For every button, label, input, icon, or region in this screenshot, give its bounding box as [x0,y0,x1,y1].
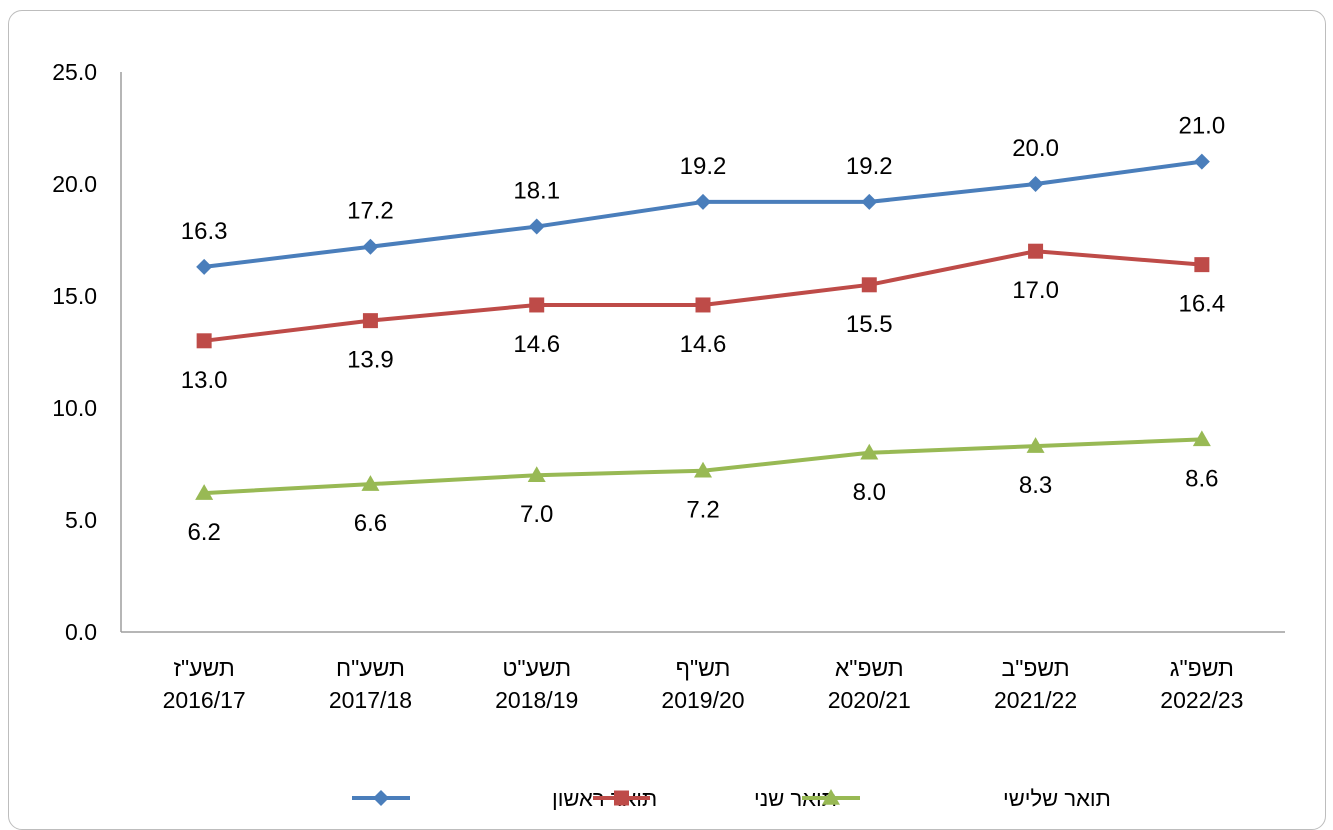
legend-marker [614,790,629,806]
data-label: 16.4 [1178,291,1225,318]
data-label: 21.0 [1178,113,1225,140]
data-point-marker [195,484,214,500]
data-point-marker [860,443,879,460]
legend-marker [822,789,840,805]
data-point-marker [1026,437,1045,453]
y-tick-label: 0.0 [65,619,97,645]
data-point-marker [861,193,878,210]
data-label: 13.0 [181,367,228,394]
x-tick-label-hebrew: תשפ"א [835,655,904,681]
legend-label: תואר שלישי [1003,786,1111,811]
x-tick-label-years: 2022/23 [1160,687,1243,713]
x-tick-label-hebrew: תשע"ז [174,655,235,681]
data-point-marker [362,238,379,255]
y-tick-label: 25.0 [52,59,97,85]
x-tick-label-years: 2019/20 [661,687,744,713]
x-tick-label-hebrew: תשע"ח [336,655,405,681]
data-point-marker [361,475,380,491]
data-label: 14.6 [680,331,727,358]
data-label: 19.2 [680,153,727,180]
y-tick-label: 5.0 [65,507,97,533]
data-label: 6.2 [187,519,220,546]
data-label: 17.0 [1012,277,1059,304]
data-label: 8.0 [853,479,886,506]
data-point-marker [528,218,545,235]
x-tick-label-years: 2021/22 [994,687,1077,713]
data-label: 19.2 [846,153,893,180]
x-tick-label-hebrew: תשע"ט [502,655,571,681]
x-tick-label-hebrew: תש"ף [676,655,731,681]
x-tick-label-years: 2018/19 [495,687,578,713]
y-tick-label: 15.0 [52,283,97,309]
data-label: 7.0 [520,501,553,528]
legend-marker [373,790,389,806]
chart-frame [8,10,1326,830]
data-label: 14.6 [513,331,560,358]
data-point-marker [1027,176,1044,192]
data-label: 7.2 [686,497,719,524]
data-label: 18.1 [513,178,560,205]
data-label: 8.6 [1185,465,1218,492]
data-point-marker [695,193,711,210]
data-point-marker [196,258,213,275]
data-point-marker [694,461,712,478]
x-tick-label-hebrew: תשפ"ג [1170,655,1234,681]
x-tick-label-years: 2016/17 [163,687,246,713]
x-tick-label-years: 2017/18 [329,687,412,713]
data-label: 6.6 [354,510,387,537]
data-point-marker [1192,430,1211,447]
data-label: 20.0 [1012,135,1059,162]
data-point-marker [695,297,711,313]
data-point-marker [1193,153,1210,170]
data-label: 13.9 [347,347,394,374]
data-point-marker [861,277,877,293]
x-tick-label-hebrew: תשפ"ב [1001,655,1069,681]
x-tick-label-years: 2020/21 [828,687,911,713]
data-label: 8.3 [1019,472,1052,499]
data-point-marker [1028,243,1044,259]
y-tick-label: 20.0 [52,171,97,197]
data-point-marker [527,466,546,482]
data-point-marker [529,297,545,313]
y-tick-label: 10.0 [52,395,97,421]
data-point-marker [362,313,378,329]
data-point-marker [1194,257,1210,273]
data-point-marker [196,333,212,349]
data-label: 16.3 [181,218,228,245]
data-label: 15.5 [846,311,893,338]
data-label: 17.2 [347,198,394,225]
